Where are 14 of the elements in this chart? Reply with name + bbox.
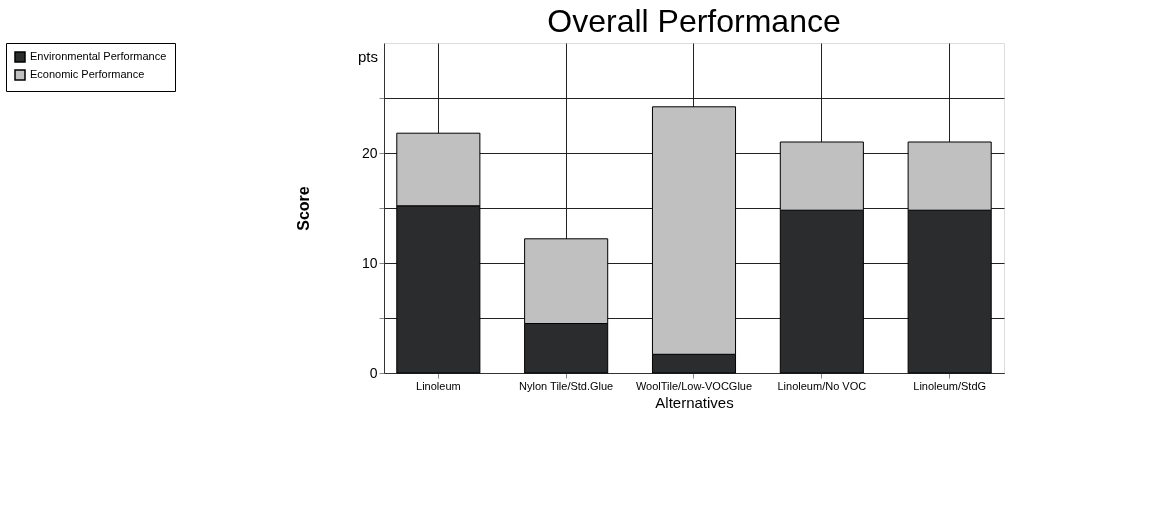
- y-tick-label: 20: [361, 144, 378, 161]
- text: pts: [357, 48, 378, 65]
- legend-label: Environmental Performance: [30, 50, 167, 62]
- chart-title: Overall Performance: [547, 2, 841, 39]
- x-tick-label: Linoleum/StdG: [913, 379, 987, 392]
- x-tick-label: Linoleum: [416, 379, 461, 392]
- x-tick-label: Nylon Tile/Std.Glue: [519, 379, 614, 392]
- y-axis-title: Score: [294, 186, 312, 231]
- x-axis-title: Alternatives: [655, 393, 734, 411]
- y-tick-label: 0: [369, 364, 378, 381]
- legend-label: Economic Performance: [30, 68, 145, 80]
- y-tick-label: 10: [361, 254, 378, 271]
- x-tick-label: Linoleum/No VOC: [777, 379, 867, 392]
- x-tick-label: WoolTile/Low-VOCGlue: [635, 379, 753, 392]
